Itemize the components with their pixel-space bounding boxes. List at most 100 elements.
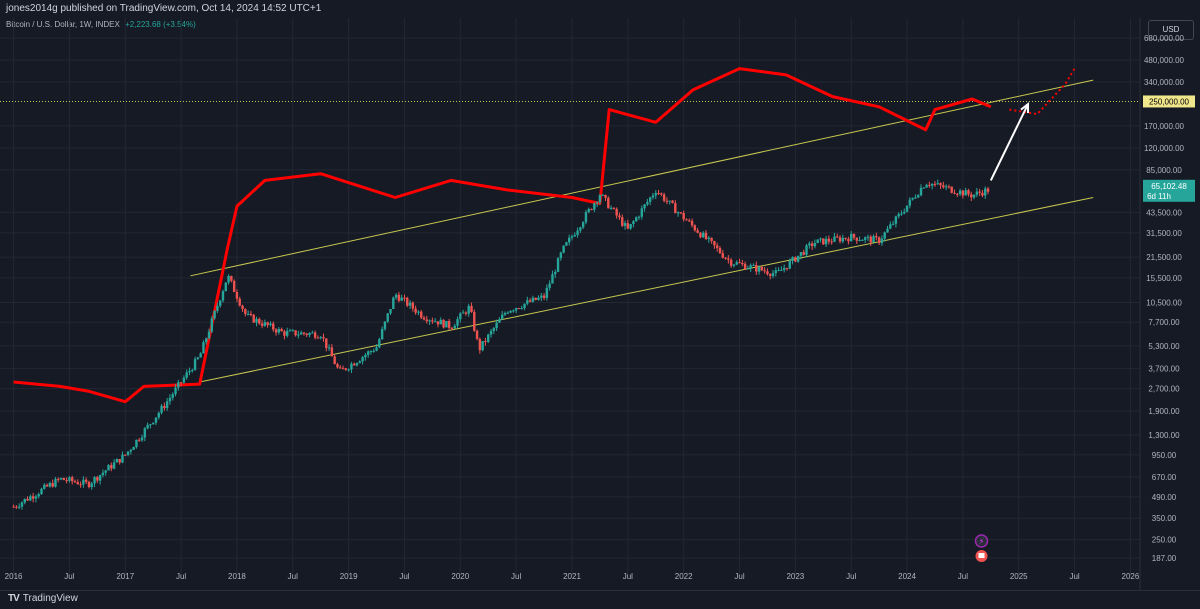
candle-body <box>408 302 412 306</box>
candle-body <box>562 245 565 253</box>
candle-body <box>464 312 468 314</box>
candle-body <box>922 187 926 189</box>
candle-body <box>252 314 255 323</box>
currency-button[interactable]: USD <box>1148 20 1194 40</box>
candle-body <box>386 313 389 322</box>
candle-body <box>615 208 618 216</box>
candle-body <box>269 323 272 326</box>
candle-body <box>785 267 789 269</box>
candle-body <box>288 330 292 332</box>
candle-body <box>657 193 660 195</box>
candle-body <box>919 187 923 196</box>
candle-body <box>140 437 144 441</box>
arrow-shaft <box>989 103 1029 181</box>
candle-body <box>757 266 761 272</box>
y-tick-label: 1,300.00 <box>1148 431 1180 440</box>
candle-body <box>556 258 560 272</box>
candle-body <box>163 405 166 409</box>
candle-body <box>339 367 342 369</box>
candle-body <box>900 213 903 215</box>
candle-body <box>598 195 602 203</box>
candle-body <box>676 212 680 214</box>
candle-body <box>771 273 775 276</box>
candle-body <box>702 232 705 238</box>
candle-body <box>274 329 278 333</box>
candle-body <box>654 193 657 196</box>
price-chart[interactable]: 680,000.00 480,000.00 340,000.00 170,000.00… <box>0 18 1200 590</box>
candle-body <box>858 239 861 241</box>
candle-body <box>260 323 264 326</box>
candle-body <box>305 333 308 336</box>
candle-body <box>481 340 484 351</box>
candle-body <box>509 310 512 313</box>
candle-body <box>984 188 987 196</box>
candle-body <box>668 200 671 202</box>
candle-body <box>707 237 711 239</box>
candle-body <box>146 424 149 429</box>
x-tick-label: Jul <box>623 572 633 581</box>
candle-body <box>838 237 842 242</box>
candle-body <box>928 184 931 186</box>
target-price-badge <box>1143 95 1195 108</box>
candle-body <box>850 233 853 242</box>
candle-body <box>475 330 479 339</box>
candle-body <box>297 334 300 336</box>
candle-body <box>210 318 214 332</box>
last-price-badge <box>1143 179 1195 202</box>
candle-body <box>389 308 392 314</box>
candle-body <box>975 191 979 195</box>
tradingview-brand[interactable]: TV TradingView <box>8 593 78 604</box>
candle-body <box>224 282 227 292</box>
candle-body <box>249 313 253 315</box>
candle-body <box>718 247 722 254</box>
candle-body <box>467 305 470 314</box>
candle-body <box>165 401 169 409</box>
candle-body <box>322 337 325 339</box>
candle-body <box>121 454 124 463</box>
candle-body <box>255 318 258 323</box>
candle-body <box>138 439 141 441</box>
candle-body <box>746 268 750 270</box>
candle-body <box>950 186 953 193</box>
candle-body <box>57 478 60 480</box>
candle-body <box>347 369 350 371</box>
candle-body <box>690 220 694 226</box>
candle-body <box>537 297 540 300</box>
candle-body <box>970 194 973 198</box>
y-tick-label: 21,500.00 <box>1146 253 1182 262</box>
candle-body <box>383 321 387 330</box>
time-axis: 2016 Jul 2017 Jul 2018 Jul 2019 Jul 2020 Jul 2021 J… <box>5 572 1140 581</box>
candle-body <box>682 212 685 220</box>
flag-glyph <box>978 553 985 558</box>
candle-body <box>665 200 669 202</box>
candle-body <box>810 243 814 247</box>
candle-body <box>431 320 434 322</box>
candle-body <box>414 308 417 313</box>
candle-body <box>819 238 822 240</box>
candle-body <box>568 237 571 243</box>
candle-body <box>330 347 334 357</box>
candle-body <box>23 498 26 503</box>
y-tick-label: 85,000.00 <box>1146 166 1182 175</box>
y-tick-label: 340,000.00 <box>1144 78 1185 87</box>
candle-body <box>54 478 57 487</box>
candle-body <box>450 327 454 329</box>
candle-body <box>15 506 18 508</box>
x-tick-label: Jul <box>846 572 856 581</box>
candle-body <box>489 330 493 335</box>
candle-body <box>65 480 68 482</box>
candle-body <box>704 232 708 239</box>
candle-body <box>154 417 158 423</box>
candle-body <box>587 208 590 213</box>
candle-body <box>48 483 52 487</box>
candle-body <box>503 313 507 315</box>
candle-body <box>34 496 38 499</box>
y-tick-label: 15,500.00 <box>1146 274 1182 283</box>
candle-body <box>512 310 515 312</box>
candle-body <box>822 238 825 245</box>
candle-body <box>573 235 576 237</box>
channel-lower-line <box>199 197 1094 383</box>
y-tick-label: 950.00 <box>1152 451 1177 460</box>
candle-body <box>230 276 233 281</box>
candle-body <box>679 212 683 214</box>
